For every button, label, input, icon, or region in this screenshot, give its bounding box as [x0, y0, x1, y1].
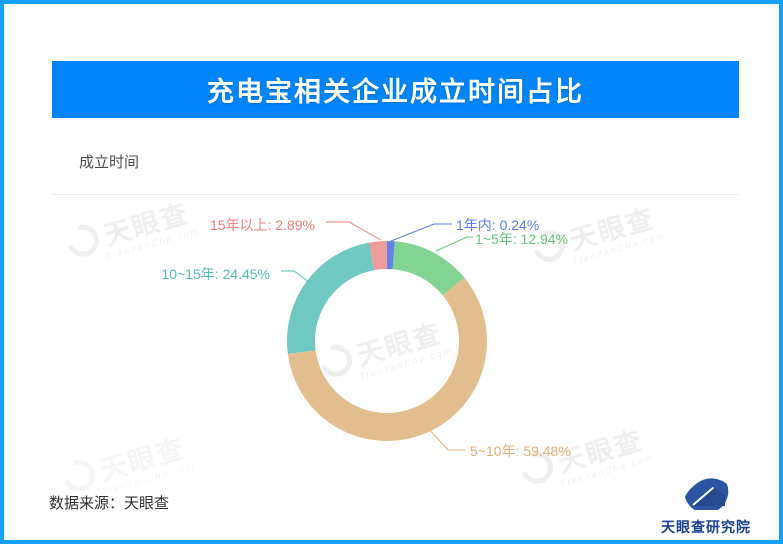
- watermark-logo-icon: [61, 219, 104, 262]
- label-line-1: [435, 236, 473, 252]
- slice-label-10-15年: 10~15年: 24.45%: [161, 266, 270, 282]
- slice-label-1年内: 1年内: 0.24%: [456, 217, 540, 233]
- divider: [52, 194, 739, 195]
- label-line-3: [281, 270, 310, 283]
- label-line-4: [326, 221, 382, 241]
- watermark: 天眼查 TianYanCha.com: [314, 310, 454, 391]
- pie-slice-3[interactable]: [287, 242, 375, 354]
- watermark: 天眼查 TianYanCha.com: [61, 190, 201, 271]
- watermark-logo-icon: [57, 454, 100, 497]
- chart-subtitle: 成立时间: [79, 154, 140, 171]
- pie-slice-4[interactable]: [369, 241, 387, 271]
- data-source: 数据来源：天眼查: [49, 495, 170, 512]
- pie-slice-2[interactable]: [287, 277, 487, 441]
- slice-label-15年以上: 15年以上: 2.89%: [209, 217, 315, 233]
- label-line-2: [427, 427, 465, 451]
- institute-name: 天眼查研究院: [661, 519, 751, 535]
- page-title: 充电宝相关企业成立时间占比: [207, 77, 584, 107]
- slice-label-1-5年: 1~5年: 12.94%: [475, 231, 569, 247]
- pie-slice-1[interactable]: [392, 241, 465, 296]
- pie-slice-0[interactable]: [387, 241, 395, 270]
- slice-label-5-10年: 5~10年: 59.48%: [470, 443, 571, 459]
- eagle-logo-icon: [685, 478, 729, 514]
- label-line-0: [390, 223, 452, 242]
- title-banner: 充电宝相关企业成立时间占比: [52, 61, 739, 118]
- donut-chart: [281, 221, 487, 451]
- tianyancha-institute-logo: 天眼查研究院: [656, 464, 756, 537]
